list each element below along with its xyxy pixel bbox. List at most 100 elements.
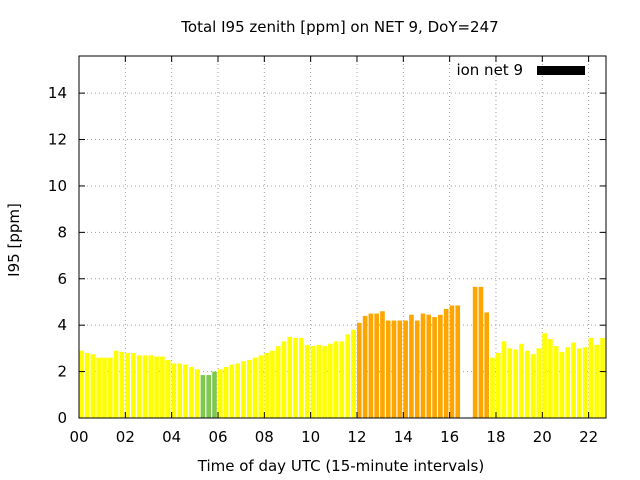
bar [206,375,212,418]
bar [507,348,513,418]
bar [252,357,258,418]
bar [165,359,171,418]
bar [328,343,333,418]
bar [119,351,125,418]
x-tick-label: 10 [301,428,320,446]
bar [107,357,113,418]
bar [495,353,501,418]
bar [281,341,287,418]
bar [513,349,518,418]
bar [229,364,235,418]
x-tick-label: 06 [208,428,227,446]
x-tick-label: 08 [255,428,274,446]
bar [131,353,136,418]
bar [183,364,188,418]
bar [443,308,449,418]
y-tick-label: 0 [57,409,67,427]
y-tick-label: 12 [48,131,67,149]
x-tick-label: 14 [394,428,413,446]
bar [397,320,403,418]
legend: ion net 9 [456,61,585,79]
bar [577,348,582,418]
bar [102,357,107,418]
x-tick-label: 04 [162,428,181,446]
bar [565,347,571,418]
bar [490,357,495,418]
bar [530,354,536,418]
bar [333,341,339,418]
y-tick-label: 6 [57,270,67,288]
bar [472,286,478,418]
bar [536,348,542,418]
bar [403,320,408,418]
bar [339,341,345,418]
bar [385,320,391,418]
x-tick-label: 22 [579,428,598,446]
bar [270,350,275,418]
plot-frame [78,55,607,419]
bar [559,351,565,418]
bar [125,353,130,418]
bar [142,355,148,418]
x-tick-label: 00 [69,428,88,446]
bar [264,353,269,418]
bar [594,344,600,418]
bar [84,353,90,418]
bar [171,363,177,418]
bar [90,354,96,418]
bar [235,363,240,418]
bar [391,320,397,418]
bar [553,346,559,418]
bar [258,355,264,418]
bar [113,350,119,418]
bar [287,336,293,418]
bar [322,346,327,418]
x-axis-label: Time of day UTC (15-minute intervals) [197,457,484,475]
bar [374,313,379,418]
y-tick-labels: 0 2 4 6 8 10 12 14 [48,84,67,427]
bar [600,337,605,418]
bar [484,312,490,418]
bar [368,313,374,418]
y-tick-label: 8 [57,223,67,241]
bar [217,369,223,418]
bar [241,361,246,418]
bar [223,366,229,418]
bar [501,341,507,418]
bar [449,305,455,418]
bar [426,314,432,418]
bar [136,355,142,418]
bar [299,337,304,418]
x-tick-label: 18 [486,428,505,446]
bar [212,371,217,418]
bar [177,363,183,418]
bar [455,305,461,418]
y-tick-label: 10 [48,177,67,195]
bar [524,350,530,418]
bar [293,337,298,418]
bar [409,314,414,418]
x-tick-label: 16 [440,428,459,446]
ticks [78,56,606,419]
bar [420,313,426,418]
bar [200,375,206,418]
x-tick-label: 20 [533,428,552,446]
grid [79,56,606,418]
bar [478,286,484,418]
bar [519,343,524,418]
bar [194,369,200,418]
y-axis-label: I95 [ppm] [5,203,23,277]
bars [79,286,605,418]
bar [304,344,310,418]
bar [246,359,252,418]
bar [148,355,154,418]
x-tick-label: 12 [347,428,366,446]
bar [160,356,165,418]
bar [275,346,281,418]
bar [438,314,443,418]
bar [432,317,437,418]
y-tick-label: 4 [57,316,67,334]
bar [345,334,351,418]
y-tick-label: 14 [48,84,67,102]
